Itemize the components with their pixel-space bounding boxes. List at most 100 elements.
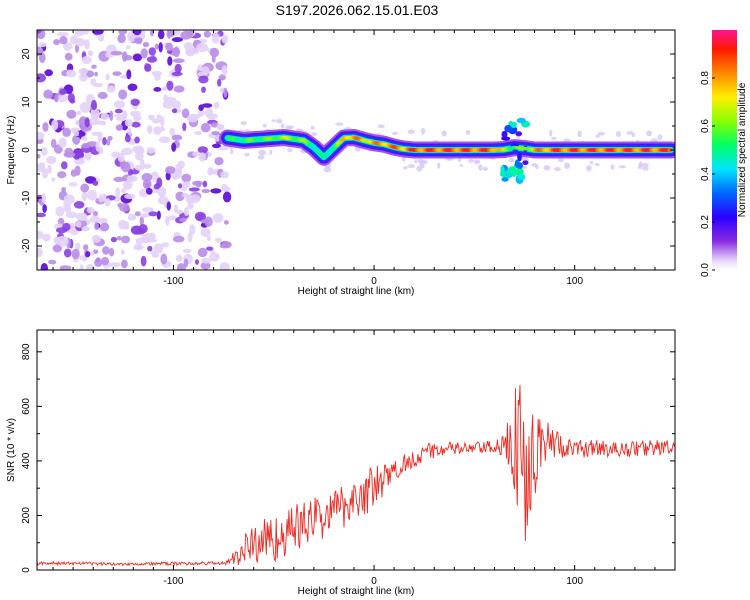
heatmap-noise-blob: [189, 224, 196, 236]
heatmap-noise-blob: [102, 137, 107, 146]
heatmap-noise-blob: [158, 136, 171, 144]
y-tick-label: 400: [21, 452, 32, 469]
heatmap-halo-blob: [230, 148, 234, 155]
heatmap-noise-blob: [200, 257, 212, 264]
heatmap-noise-blob: [142, 41, 150, 48]
heatmap-noise-blob: [194, 130, 202, 136]
colorbar-label: Normalized spectral amplitude: [737, 82, 748, 217]
heatmap-halo-blob: [543, 165, 551, 171]
x-tick-label: -100: [163, 276, 183, 287]
heatmap-noise-blob: [141, 173, 153, 182]
heatmap-noise-blob: [57, 171, 67, 179]
heatmap-halo-blob: [377, 124, 385, 129]
heatmap-noise-blob: [195, 259, 199, 265]
heatmap-noise-blob: [40, 147, 48, 156]
heatmap-noise-blob: [139, 213, 151, 218]
heatmap-noise-blob: [63, 194, 75, 205]
heatmap-noise-blob: [87, 189, 98, 201]
heatmap-noise-blob: [59, 88, 67, 95]
heatmap-noise-blob: [172, 100, 181, 110]
heatmap-noise-blob: [132, 53, 143, 62]
heatmap-halo-blob: [577, 130, 582, 138]
heatmap-noise-blob: [151, 71, 163, 76]
heatmap-halo-blob: [516, 135, 520, 140]
y-tick-label: -20: [21, 238, 32, 253]
heatmap-noise-blob: [74, 44, 80, 53]
heatmap-noise-blob: [160, 116, 165, 128]
heatmap-noise-blob: [79, 73, 88, 82]
heatmap-noise-blob: [219, 263, 225, 270]
heatmap-noise-blob: [81, 56, 92, 65]
heatmap-halo-blob: [323, 167, 332, 173]
heatmap-noise-blob: [118, 30, 128, 35]
heatmap-noise-blob: [61, 161, 68, 170]
heatmap-noise-blob: [117, 202, 123, 208]
heatmap-halo-blob: [615, 131, 622, 137]
heatmap-noise-blob: [58, 137, 67, 148]
heatmap-noise-blob: [81, 142, 90, 149]
heatmap-noise-blob: [211, 55, 216, 63]
heatmap-halo-blob: [391, 131, 398, 135]
heatmap-noise-blob: [175, 191, 185, 202]
heatmap-noise-blob: [173, 204, 179, 214]
heatmap-noise-blob: [223, 87, 228, 98]
heatmap-noise-blob: [167, 56, 173, 66]
heatmap-noise-blob: [148, 47, 156, 56]
heatmap-noise-blob: [146, 238, 158, 243]
heatmap-noise-blob: [192, 151, 201, 157]
heatmap-noise-blob: [88, 117, 100, 126]
heatmap-halo-blob: [531, 162, 538, 167]
heatmap-noise-blob: [175, 254, 183, 263]
heatmap-noise-blob: [92, 180, 99, 186]
heatmap-noise-blob: [147, 245, 153, 252]
heatmap-noise-blob: [181, 108, 190, 119]
heatmap-noise-blob: [223, 220, 229, 225]
heatmap-noise-blob: [112, 71, 122, 76]
heatmap-halo-blob: [595, 134, 600, 138]
heatmap-halo-blob: [269, 149, 273, 155]
heatmap-noise-blob: [109, 110, 114, 122]
heatmap-noise-blob: [139, 216, 144, 226]
heatmap-noise-blob: [94, 258, 103, 267]
y-tick-label: 10: [21, 96, 32, 108]
heatmap-ridge: [219, 117, 675, 184]
x-tick-label: 100: [566, 576, 583, 587]
heatmap-noise-blob: [169, 127, 175, 136]
heatmap-noise-blob: [142, 179, 152, 190]
heatmap-noise-blob: [121, 259, 128, 269]
heatmap-noise-blob: [222, 191, 232, 203]
heatmap-noise-blob: [188, 187, 200, 192]
heatmap-noise-blob: [166, 80, 174, 91]
heatmap-noise-blob: [195, 181, 202, 188]
heatmap-noise-blob: [81, 136, 88, 142]
heatmap-noise-blob: [92, 30, 104, 35]
heatmap-noise-blob: [220, 171, 229, 179]
heatmap-noise-blob: [157, 186, 167, 198]
heatmap-noise-blob: [97, 91, 108, 100]
heatmap-noise-blob: [176, 263, 186, 270]
heatmap-noise-blob: [76, 212, 88, 221]
heatmap-halo-blob: [586, 165, 592, 172]
heatmap-noise-blob: [55, 227, 68, 234]
heatmap-noise-blob: [91, 99, 97, 111]
heatmap-noise-blob: [64, 52, 73, 61]
heatmap-noise-blob: [207, 168, 216, 174]
heatmap-noise-blob: [177, 183, 183, 189]
heatmap-noise-blob: [127, 83, 138, 92]
heatmap-noise-blob: [184, 207, 189, 217]
heatmap-noise-blob: [102, 246, 110, 255]
heatmap-noise-blob: [92, 82, 104, 88]
heatmap-noise-blob: [37, 154, 41, 159]
heatmap-halo-blob: [437, 162, 441, 169]
heatmap-noise-blob: [200, 228, 211, 237]
heatmap-noise-blob: [200, 122, 211, 133]
heatmap-noise-blob: [203, 30, 211, 38]
heatmap-noise-blob: [66, 69, 77, 78]
heatmap-noise-blob: [59, 265, 72, 270]
heatmap-noise-blob: [182, 248, 192, 253]
heatmap-noise-blob: [100, 222, 110, 232]
x-tick-label: 100: [566, 276, 583, 287]
heatmap-noise-blob: [221, 65, 228, 76]
heatmap-halo-blob: [626, 131, 634, 135]
